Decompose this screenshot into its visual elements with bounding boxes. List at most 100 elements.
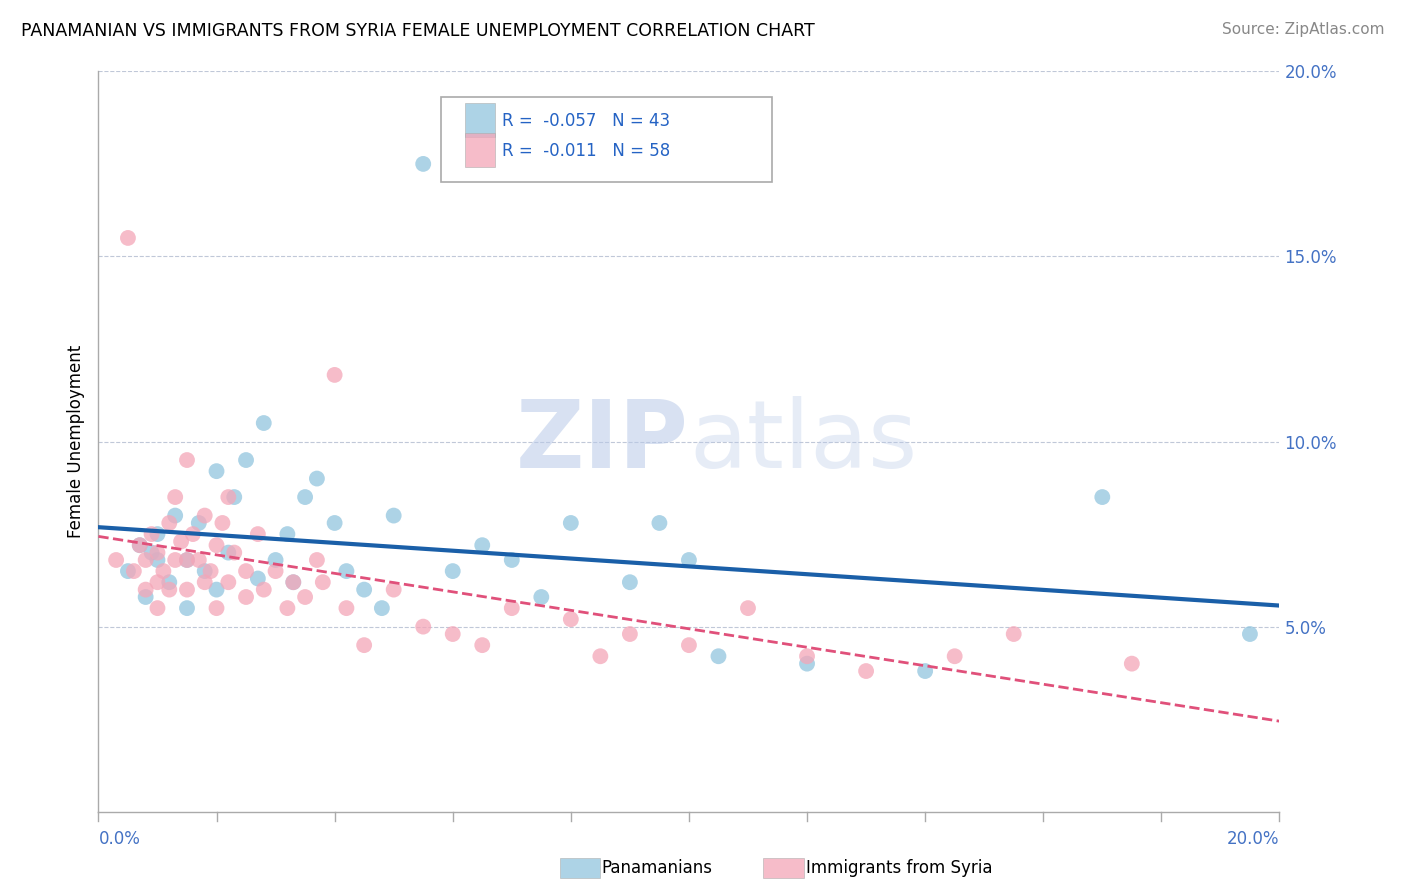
Point bbox=[205, 582, 228, 597]
Point bbox=[205, 464, 228, 478]
Point bbox=[187, 516, 209, 530]
Point bbox=[323, 368, 346, 382]
Point bbox=[128, 538, 150, 552]
Point bbox=[146, 601, 169, 615]
Point bbox=[276, 527, 298, 541]
Point bbox=[205, 538, 228, 552]
Point bbox=[235, 590, 257, 604]
Point bbox=[335, 601, 357, 615]
Point bbox=[170, 534, 193, 549]
Text: Source: ZipAtlas.com: Source: ZipAtlas.com bbox=[1222, 22, 1385, 37]
Point bbox=[176, 582, 198, 597]
Point bbox=[194, 564, 217, 578]
Point bbox=[205, 601, 228, 615]
Text: 0.0%: 0.0% bbox=[98, 830, 141, 848]
Point bbox=[441, 564, 464, 578]
Point bbox=[217, 490, 239, 504]
Point bbox=[176, 553, 198, 567]
Point bbox=[128, 538, 150, 552]
Point bbox=[619, 627, 641, 641]
Point bbox=[224, 545, 246, 560]
Point bbox=[589, 649, 612, 664]
Text: 20.0%: 20.0% bbox=[1227, 830, 1279, 848]
FancyBboxPatch shape bbox=[464, 103, 495, 137]
Point bbox=[181, 527, 204, 541]
Point bbox=[264, 553, 287, 567]
Point bbox=[105, 553, 128, 567]
Point bbox=[253, 416, 276, 430]
Text: Immigrants from Syria: Immigrants from Syria bbox=[806, 859, 993, 877]
Point bbox=[135, 582, 157, 597]
Point bbox=[264, 564, 287, 578]
Point bbox=[619, 575, 641, 590]
Point bbox=[335, 564, 357, 578]
Point bbox=[146, 527, 169, 541]
Point bbox=[471, 638, 494, 652]
Point bbox=[471, 538, 494, 552]
Point bbox=[117, 231, 139, 245]
Point bbox=[1091, 490, 1114, 504]
Point bbox=[122, 564, 145, 578]
Text: atlas: atlas bbox=[689, 395, 917, 488]
Point bbox=[176, 601, 198, 615]
Point bbox=[294, 490, 316, 504]
Point bbox=[157, 516, 180, 530]
FancyBboxPatch shape bbox=[464, 133, 495, 167]
Point bbox=[501, 601, 523, 615]
Point bbox=[412, 157, 434, 171]
Point bbox=[283, 575, 305, 590]
Point bbox=[294, 590, 316, 604]
Point bbox=[117, 564, 139, 578]
Point bbox=[382, 508, 405, 523]
Point bbox=[305, 472, 328, 486]
Point bbox=[157, 582, 180, 597]
Point bbox=[246, 572, 269, 586]
Point bbox=[943, 649, 966, 664]
Point bbox=[200, 564, 222, 578]
Point bbox=[283, 575, 305, 590]
Text: R =  -0.057   N = 43: R = -0.057 N = 43 bbox=[502, 112, 671, 130]
Point bbox=[165, 553, 187, 567]
Point bbox=[135, 553, 157, 567]
Point bbox=[501, 553, 523, 567]
Point bbox=[855, 664, 877, 678]
Text: PANAMANIAN VS IMMIGRANTS FROM SYRIA FEMALE UNEMPLOYMENT CORRELATION CHART: PANAMANIAN VS IMMIGRANTS FROM SYRIA FEMA… bbox=[21, 22, 815, 40]
Point bbox=[796, 657, 818, 671]
Point bbox=[165, 508, 187, 523]
Point bbox=[224, 490, 246, 504]
Point bbox=[305, 553, 328, 567]
Point bbox=[1121, 657, 1143, 671]
Text: ZIP: ZIP bbox=[516, 395, 689, 488]
Point bbox=[146, 545, 169, 560]
Text: R =  -0.011   N = 58: R = -0.011 N = 58 bbox=[502, 142, 671, 160]
Point bbox=[312, 575, 335, 590]
Point bbox=[737, 601, 759, 615]
Point bbox=[194, 508, 217, 523]
Point bbox=[176, 453, 198, 467]
Point bbox=[382, 582, 405, 597]
Point bbox=[157, 575, 180, 590]
Point bbox=[165, 490, 187, 504]
FancyBboxPatch shape bbox=[441, 97, 772, 183]
Point bbox=[530, 590, 553, 604]
Point bbox=[353, 638, 375, 652]
Point bbox=[353, 582, 375, 597]
Point bbox=[276, 601, 298, 615]
Point bbox=[253, 582, 276, 597]
Point bbox=[412, 619, 434, 633]
Point bbox=[560, 516, 582, 530]
Point bbox=[678, 553, 700, 567]
Point bbox=[141, 545, 163, 560]
Point bbox=[796, 649, 818, 664]
Point bbox=[235, 564, 257, 578]
Point bbox=[1239, 627, 1261, 641]
Point bbox=[146, 575, 169, 590]
Point bbox=[678, 638, 700, 652]
Point bbox=[194, 575, 217, 590]
Point bbox=[648, 516, 671, 530]
Point bbox=[135, 590, 157, 604]
Point bbox=[707, 649, 730, 664]
Point bbox=[235, 453, 257, 467]
Point bbox=[441, 627, 464, 641]
Text: Panamanians: Panamanians bbox=[602, 859, 713, 877]
